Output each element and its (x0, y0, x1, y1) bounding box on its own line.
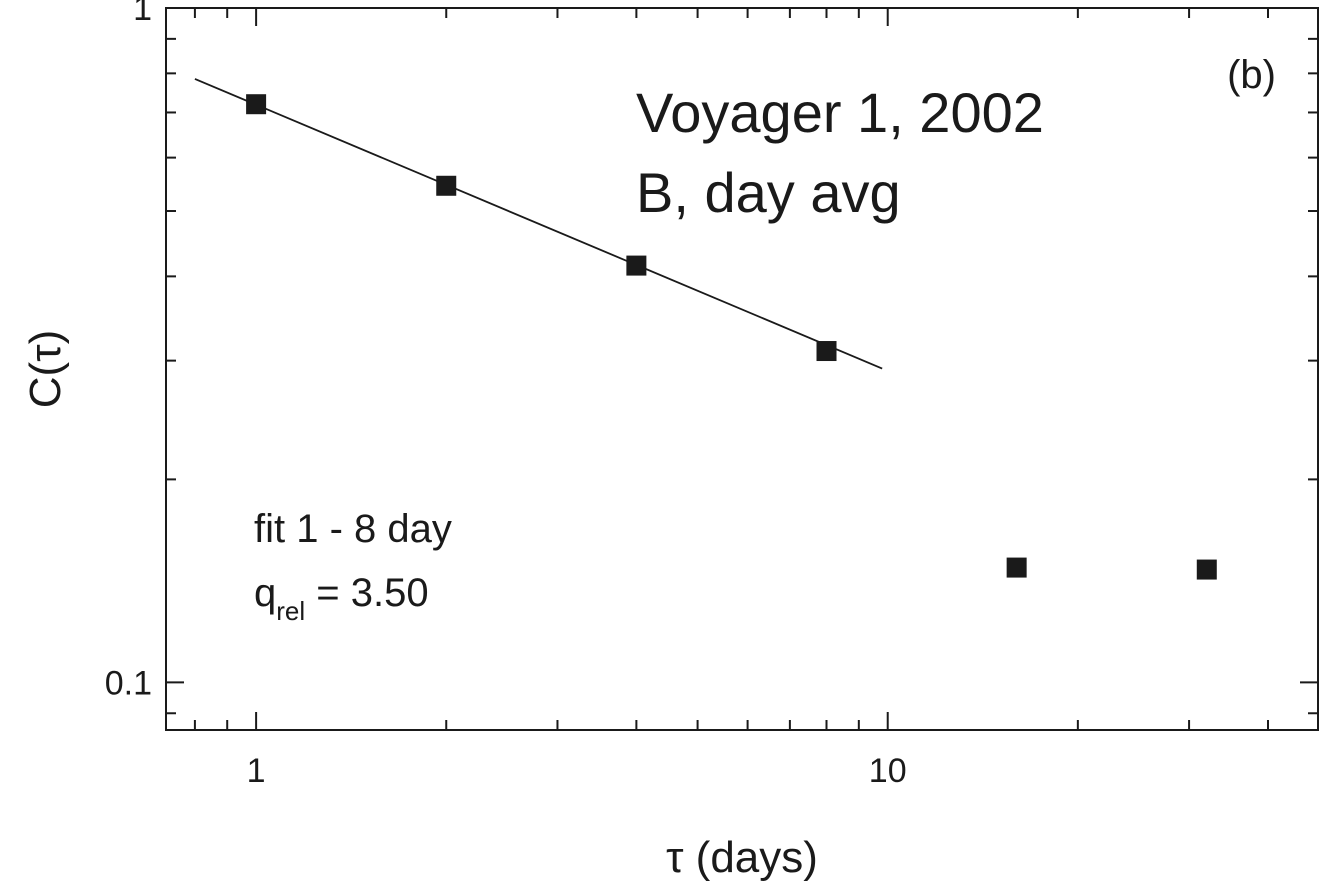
y-axis-title: C(τ) (21, 330, 70, 408)
data-point (1196, 559, 1217, 580)
q-symbol: q (254, 571, 276, 615)
q-subscript: rel (276, 596, 305, 626)
axis-ticks (166, 7, 1318, 730)
q-value: = 3.50 (305, 571, 428, 615)
x-tick-label: 1 (247, 752, 266, 790)
annotation-fit-q: qrel = 3.50 (254, 571, 429, 626)
x-axis-title: τ (days) (666, 833, 818, 882)
tick-labels: 1 10 0.1 1 (105, 0, 907, 790)
annotation-fit-range: fit 1 - 8 day (254, 507, 452, 551)
fit-line (194, 78, 883, 370)
plot-frame (165, 7, 1319, 731)
x-tick-label: 10 (869, 752, 907, 790)
data-points (246, 94, 1217, 580)
data-point (246, 94, 267, 115)
data-point (1006, 557, 1027, 578)
y-tick-label: 1 (133, 0, 152, 28)
data-point (626, 255, 647, 276)
annotation-title-line-2: B, day avg (636, 161, 901, 224)
y-tick-label: 0.1 (105, 664, 152, 702)
data-point (816, 341, 837, 362)
panel-label: (b) (1227, 53, 1276, 97)
data-point (436, 175, 457, 196)
annotation-title-line-1: Voyager 1, 2002 (636, 81, 1044, 144)
